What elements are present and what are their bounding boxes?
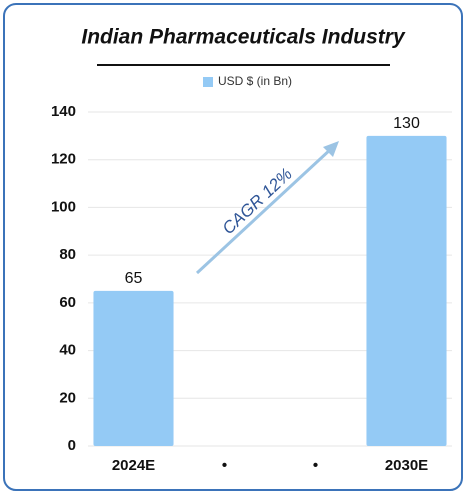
x-tick-label: • bbox=[313, 457, 318, 474]
bar bbox=[93, 290, 174, 446]
chart-title: Indian Pharmaceuticals Industry bbox=[81, 26, 406, 49]
legend-label: USD $ (in Bn) bbox=[218, 74, 292, 88]
y-tick-label: 80 bbox=[59, 246, 76, 263]
y-tick-label: 20 bbox=[59, 389, 76, 406]
y-tick-label: 60 bbox=[59, 294, 76, 311]
x-tick-label: • bbox=[222, 457, 227, 474]
cagr-arrowhead bbox=[323, 141, 339, 157]
value-label: 65 bbox=[125, 270, 143, 287]
cagr-arrow bbox=[195, 146, 334, 275]
y-tick-label: 0 bbox=[68, 437, 76, 454]
x-tick-label: 2030E bbox=[385, 457, 428, 474]
x-tick-label: 2024E bbox=[112, 457, 155, 474]
y-tick-label: 140 bbox=[51, 103, 76, 120]
y-tick-label: 40 bbox=[59, 342, 76, 359]
y-tick-label: 120 bbox=[51, 151, 76, 168]
value-label: 130 bbox=[393, 115, 420, 132]
bar bbox=[366, 135, 447, 446]
legend-swatch bbox=[203, 77, 213, 87]
y-tick-label: 100 bbox=[51, 198, 76, 215]
